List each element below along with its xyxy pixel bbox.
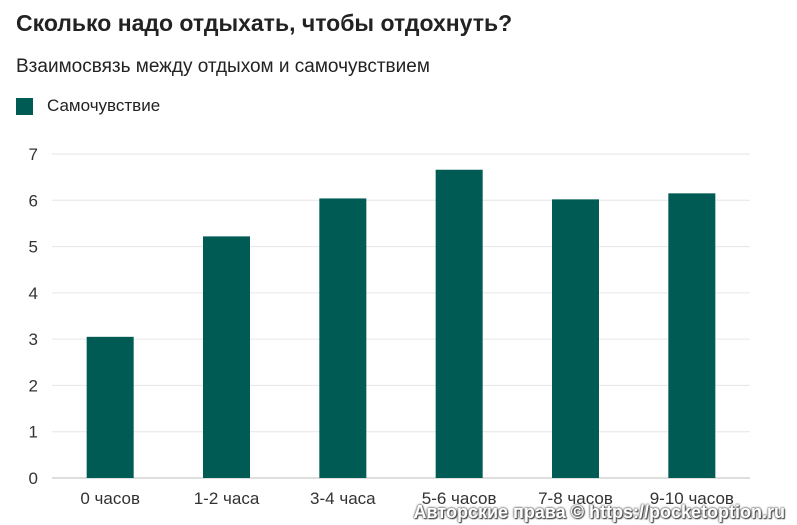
watermark: Авторские права © https://pocketoption.r… — [413, 502, 785, 522]
y-tick-label: 5 — [29, 238, 38, 257]
y-tick-label: 3 — [29, 330, 38, 349]
x-tick-label: 3-4 часа — [310, 489, 376, 508]
y-tick-label: 0 — [29, 469, 38, 488]
y-tick-label: 2 — [29, 376, 38, 395]
bar — [435, 169, 483, 479]
bar — [203, 236, 250, 478]
x-tick-label: 9-10 часов — [650, 489, 734, 508]
x-tick-label: 0 часов — [80, 489, 140, 508]
bar — [319, 198, 367, 479]
chart-subtitle: Взаимосвязь между отдыхом и самочувствие… — [16, 56, 430, 77]
x-tick-label: 1-2 часа — [194, 489, 260, 508]
bar — [668, 193, 716, 479]
y-tick-label: 1 — [29, 423, 38, 442]
legend-label: Самочувствие — [47, 96, 161, 115]
y-tick-label: 6 — [29, 191, 38, 210]
legend-swatch — [16, 97, 33, 115]
x-tick-label: 7-8 часов — [538, 489, 613, 508]
x-tick-label: 5-6 часов — [422, 489, 497, 508]
chart-title: Сколько надо отдыхать, чтобы отдохнуть? — [16, 10, 513, 36]
y-tick-label: 7 — [29, 145, 38, 164]
bar — [86, 336, 134, 478]
y-tick-label: 4 — [29, 284, 38, 303]
legend: Самочувствие — [16, 96, 160, 116]
bar — [552, 199, 599, 479]
